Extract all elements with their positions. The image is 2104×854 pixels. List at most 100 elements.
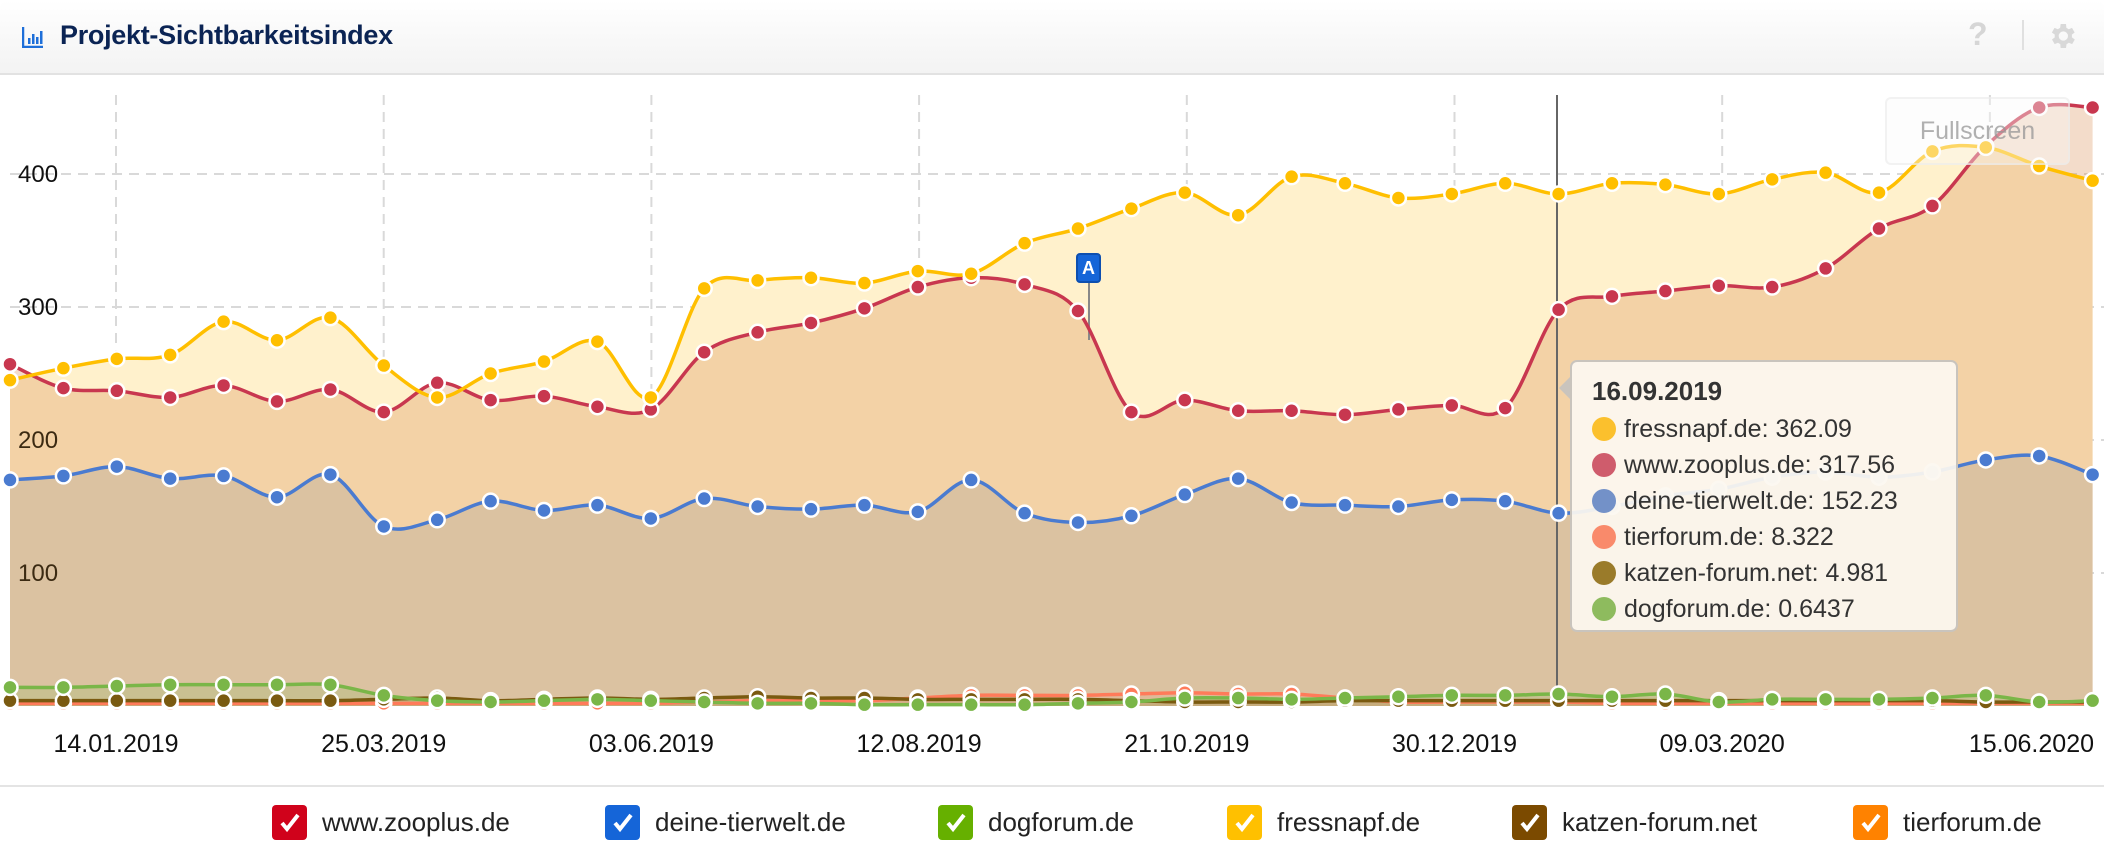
data-point: [1870, 690, 1888, 709]
data-point: [481, 693, 500, 711]
tooltip-row: dogforum.de: 0.6437: [1592, 591, 1956, 627]
y-tick-label: 400: [18, 161, 58, 188]
annotation-flag[interactable]: A: [1076, 253, 1101, 283]
legend-item-zooplus[interactable]: www.zooplus.de: [272, 805, 510, 840]
data-point: [1443, 185, 1461, 203]
data-point: [321, 675, 340, 694]
data-point: [214, 675, 233, 694]
data-point: [1069, 302, 1087, 320]
checkbox-checked-icon[interactable]: [1853, 805, 1888, 840]
data-point: [108, 382, 126, 400]
legend-item-katzen-forum[interactable]: katzen-forum.net: [1512, 805, 1757, 840]
data-point: [1389, 687, 1408, 706]
checkbox-checked-icon[interactable]: [1512, 805, 1547, 840]
data-point: [1549, 300, 1568, 319]
data-point: [855, 695, 874, 714]
data-point: [642, 691, 660, 710]
data-point: [1176, 485, 1194, 504]
data-point: [1977, 451, 1995, 469]
legend-label: deine-tierwelt.de: [655, 807, 846, 837]
data-point: [428, 691, 446, 710]
data-point: [375, 403, 393, 421]
legend-item-tierforum[interactable]: tierforum.de: [1853, 805, 2042, 840]
data-point: [802, 268, 820, 287]
data-point: [1496, 686, 1514, 705]
data-point: [321, 308, 340, 327]
data-point: [1549, 504, 1568, 522]
tooltip-row: deine-tierwelt.de: 152.23: [1592, 483, 1956, 519]
checkbox-checked-icon[interactable]: [605, 805, 640, 840]
x-tick-label: 15.06.2020: [1969, 730, 2094, 758]
tooltip-value: fressnapf.de: 362.09: [1624, 414, 1852, 443]
data-point: [802, 500, 820, 518]
data-point: [428, 374, 446, 392]
data-point: [1443, 491, 1461, 509]
data-point: [909, 278, 927, 296]
x-tick-label: 03.06.2019: [589, 730, 714, 758]
series-dot: [1592, 525, 1616, 549]
data-point: [54, 678, 73, 697]
tooltip-value: deine-tierwelt.de: 152.23: [1624, 486, 1898, 515]
data-point: [108, 691, 126, 710]
data-point: [1176, 689, 1194, 707]
data-point: [1389, 400, 1408, 419]
checkbox-checked-icon[interactable]: [938, 805, 973, 840]
fullscreen-button[interactable]: Fullscreen: [1885, 97, 2070, 165]
legend-item-deine-tierwelt[interactable]: deine-tierwelt.de: [605, 805, 846, 840]
panel-header: Projekt-Sichtbarkeitsindex ?: [0, 0, 2104, 75]
data-point: [1176, 391, 1194, 409]
data-point: [54, 379, 73, 397]
data-point: [1816, 690, 1835, 709]
data-point: [1122, 507, 1141, 525]
data-point: [1603, 287, 1621, 306]
chart-tooltip: 16.09.2019 fressnapf.de: 362.09 www.zoop…: [1559, 360, 1958, 632]
bar-chart-icon: [22, 27, 43, 48]
data-point: [161, 691, 179, 710]
question-icon[interactable]: ?: [1968, 16, 1988, 52]
legend-item-fressnapf[interactable]: fressnapf.de: [1227, 805, 1420, 840]
data-point: [1656, 282, 1675, 300]
data-point: [1710, 693, 1728, 711]
data-point: [108, 457, 126, 476]
data-point: [588, 496, 607, 514]
tooltip-date: 16.09.2019: [1592, 376, 1723, 406]
legend-item-dogforum[interactable]: dogforum.de: [938, 805, 1134, 840]
data-point: [588, 690, 607, 709]
header-divider: [2022, 20, 2024, 50]
data-point: [1496, 399, 1514, 417]
data-point: [1389, 189, 1408, 207]
data-point: [1229, 689, 1247, 707]
data-point: [481, 391, 500, 409]
data-point: [214, 691, 233, 710]
x-tick-label: 30.12.2019: [1392, 730, 1517, 758]
series-points-www-zooplus-de: [1, 98, 2102, 424]
gear-icon[interactable]: [2046, 20, 2078, 52]
data-point: [802, 314, 820, 332]
data-point: [855, 299, 874, 318]
data-point: [161, 675, 179, 694]
data-point: [695, 489, 713, 508]
y-tick-label: 300: [18, 294, 58, 321]
data-point: [909, 695, 927, 714]
data-point: [1, 471, 19, 489]
data-point: [1496, 492, 1514, 510]
data-point: [1656, 175, 1675, 194]
data-point: [1069, 694, 1087, 713]
series-points-dogforum-de: [1, 675, 2102, 714]
data-point: [1122, 403, 1141, 421]
data-point: [1336, 496, 1354, 514]
data-point: [1870, 183, 1888, 202]
data-point: [1816, 163, 1835, 182]
data-point: [1389, 497, 1408, 516]
data-point: [1336, 689, 1354, 707]
legend-label: dogforum.de: [988, 807, 1134, 837]
data-point: [962, 471, 980, 489]
data-point: [1229, 469, 1247, 488]
data-point: [1176, 183, 1194, 202]
checkbox-checked-icon[interactable]: [1227, 805, 1262, 840]
checkbox-checked-icon[interactable]: [272, 805, 307, 840]
data-point: [855, 274, 874, 292]
data-point: [642, 388, 660, 407]
data-point: [1603, 687, 1621, 706]
data-point: [1015, 234, 1034, 252]
